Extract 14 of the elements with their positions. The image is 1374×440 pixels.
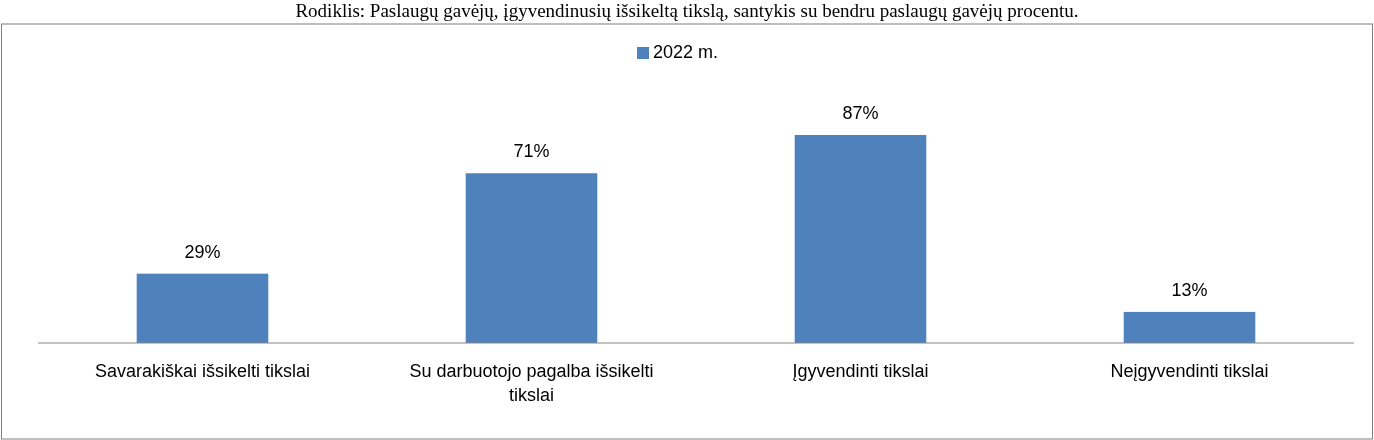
bar [794,135,927,343]
bar [1123,311,1256,343]
x-tick-label: Savarakiškai išsikelti tikslai [94,361,311,381]
data-label: 87% [842,103,879,123]
legend-label: 2022 m. [653,42,719,62]
data-label: 13% [1171,279,1208,300]
data-label: 71% [513,141,550,162]
data-label: 29% [184,241,221,262]
x-tick-label: Su darbuotojo pagalba išsikelti tikslai [409,361,654,405]
bar [465,173,598,343]
x-tick-label: Neįgyvendinti tikslai [1110,361,1269,381]
chart-title: Rodiklis: Paslaugų gavėjų, įgyvendinusių išsikeltą tikslą, santykis su bendru paslaugų gavėjų procentu. [295,0,1079,21]
bar [136,273,269,343]
x-tick-label: Įgyvendinti tikslai [792,361,929,381]
